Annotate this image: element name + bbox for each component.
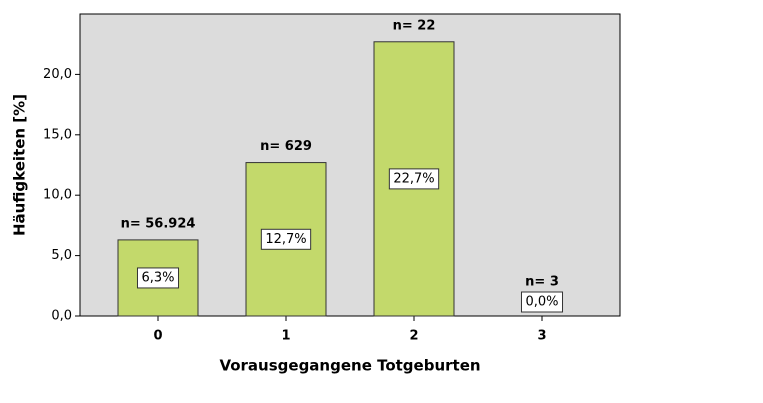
x-tick-label: 3 <box>537 329 546 344</box>
x-tick-label: 0 <box>153 329 162 344</box>
y-axis-title: Häufigkeiten [%] <box>11 94 29 236</box>
value-label: 22,7% <box>393 171 434 186</box>
value-label-box <box>260 228 312 250</box>
count-label: n= 629 <box>260 139 312 154</box>
y-tick-label: 20,0 <box>43 67 72 82</box>
value-label-box <box>520 291 564 313</box>
x-tick-label: 1 <box>281 329 290 344</box>
value-label: 12,7% <box>265 232 306 247</box>
x-axis-title: Vorausgegangene Totgeburten <box>219 357 480 375</box>
value-label: 0,0% <box>525 295 558 310</box>
count-label: n= 22 <box>393 18 436 33</box>
x-tick-label: 2 <box>409 329 418 344</box>
count-label: n= 3 <box>525 275 559 290</box>
y-tick-label: 5,0 <box>51 248 72 263</box>
count-label: n= 56.924 <box>121 216 196 231</box>
value-label: 6,3% <box>141 270 174 285</box>
value-label-box <box>136 267 180 289</box>
y-tick-label: 10,0 <box>43 188 72 203</box>
y-tick-label: 15,0 <box>43 127 72 142</box>
value-label-box <box>388 168 440 190</box>
y-tick-label: 0,0 <box>51 309 72 324</box>
